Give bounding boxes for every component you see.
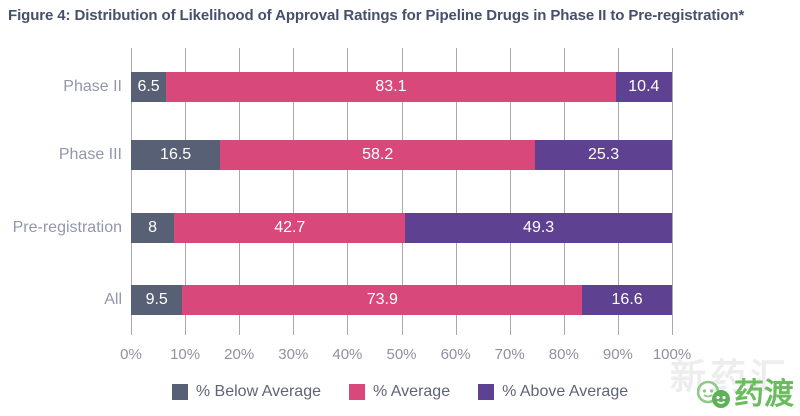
plot-area: 6.5 83.1 10.4 16.5 58.2 25.3 8 42.7 49.3 9.5 73.9 1… xyxy=(131,48,673,335)
bar-row: 16.5 58.2 25.3 xyxy=(131,140,672,170)
x-tick-label: 20% xyxy=(224,346,255,363)
gridline xyxy=(347,48,349,335)
bar-segment: 42.7 xyxy=(174,213,406,243)
category-label: Pre-registration xyxy=(12,219,122,236)
legend: % Below Average % Average % Above Average xyxy=(0,383,800,401)
x-tick-label: 100% xyxy=(652,346,692,363)
x-tick-label: 60% xyxy=(440,346,471,363)
legend-item: % Above Average xyxy=(478,383,628,401)
bar-row: 9.5 73.9 16.6 xyxy=(131,285,672,315)
bar-segment: 6.5 xyxy=(131,72,167,102)
bar-value-label: 58.2 xyxy=(362,146,394,163)
bar-value-label: 16.5 xyxy=(160,146,192,163)
watermark: 新药汇 药渡 xyxy=(656,356,796,414)
bar-value-label: 25.3 xyxy=(587,146,620,163)
bar-value-label: 8 xyxy=(148,219,158,236)
bar-value-label: 6.5 xyxy=(137,78,160,95)
gridline xyxy=(293,48,295,335)
bar-segment: 16.5 xyxy=(131,140,221,170)
watermark-logo: 药渡 xyxy=(696,378,794,411)
bar-value-label: 10.4 xyxy=(628,78,660,95)
x-tick-label: 90% xyxy=(602,346,633,363)
bar-segment: 8 xyxy=(131,213,175,243)
category-label: Phase II xyxy=(63,78,122,95)
bar-segment: 9.5 xyxy=(131,285,183,315)
bar-value-label: 42.7 xyxy=(274,219,306,236)
gridline xyxy=(185,48,187,335)
x-tick-label: 50% xyxy=(386,346,417,363)
category-label: All xyxy=(104,291,122,308)
bar-row: 8 42.7 49.3 xyxy=(131,213,672,243)
x-tick-label: 30% xyxy=(278,346,309,363)
gridline xyxy=(239,48,241,335)
bar-segment: 49.3 xyxy=(405,213,672,243)
x-tick-label: 10% xyxy=(170,346,201,363)
gridline xyxy=(509,48,511,335)
bar-value-label: 73.9 xyxy=(366,291,398,308)
legend-swatch xyxy=(349,384,365,400)
bar-segment: 16.6 xyxy=(582,285,672,315)
figure-title: Figure 4: Distribution of Likelihood of … xyxy=(8,7,745,24)
gridline xyxy=(131,48,132,335)
x-tick-label: 40% xyxy=(332,346,363,363)
watermark-logo-text: 药渡 xyxy=(734,378,794,411)
legend-label: % Below Average xyxy=(195,383,321,400)
bar-value-label: 16.6 xyxy=(611,291,643,308)
bar-segment: 58.2 xyxy=(220,140,536,170)
x-tick-label: 0% xyxy=(120,346,142,363)
gridline xyxy=(617,48,619,335)
legend-label: % Above Average xyxy=(502,383,629,400)
gridline xyxy=(672,48,673,335)
bar-segment: 10.4 xyxy=(615,72,672,102)
bar-segment: 83.1 xyxy=(166,72,616,102)
gridline xyxy=(455,48,457,335)
bar-segment: 73.9 xyxy=(182,285,583,315)
bar-value-label: 49.3 xyxy=(523,219,555,236)
bar-value-label: 9.5 xyxy=(145,291,168,308)
bar-row: 6.5 83.1 10.4 xyxy=(131,72,672,102)
category-label: Phase III xyxy=(58,146,122,163)
legend-label: % Average xyxy=(373,383,451,400)
x-tick-label: 70% xyxy=(494,346,525,363)
x-tick-label: 80% xyxy=(548,346,579,363)
watermark-background-text: 新药汇 xyxy=(669,356,790,397)
gridline xyxy=(401,48,403,335)
legend-swatch xyxy=(171,384,188,400)
legend-swatch xyxy=(478,384,495,400)
bar-segment: 25.3 xyxy=(535,140,672,170)
legend-item: % Below Average xyxy=(171,383,321,401)
legend-item: % Average xyxy=(349,383,450,401)
gridline xyxy=(563,48,565,335)
yaodu-logo-icon xyxy=(696,380,731,410)
bar-value-label: 83.1 xyxy=(375,78,407,95)
